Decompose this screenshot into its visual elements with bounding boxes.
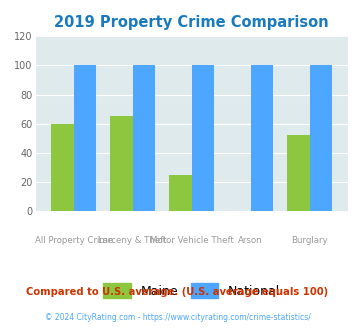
Bar <box>310 65 332 211</box>
Bar <box>287 135 310 211</box>
Title: 2019 Property Crime Comparison: 2019 Property Crime Comparison <box>54 15 329 30</box>
Bar <box>110 116 133 211</box>
Bar <box>74 65 96 211</box>
Bar <box>251 65 273 211</box>
Legend: Maine, National: Maine, National <box>98 279 285 303</box>
Text: Compared to U.S. average. (U.S. average equals 100): Compared to U.S. average. (U.S. average … <box>26 287 329 297</box>
Text: © 2024 CityRating.com - https://www.cityrating.com/crime-statistics/: © 2024 CityRating.com - https://www.city… <box>45 313 310 322</box>
Text: Motor Vehicle Theft: Motor Vehicle Theft <box>150 236 234 245</box>
Bar <box>192 65 214 211</box>
Bar <box>51 124 74 211</box>
Bar <box>169 175 192 211</box>
Bar <box>133 65 155 211</box>
Text: Arson: Arson <box>238 236 263 245</box>
Text: Burglary: Burglary <box>291 236 328 245</box>
Text: All Property Crime: All Property Crime <box>35 236 113 245</box>
Text: Larceny & Theft: Larceny & Theft <box>98 236 167 245</box>
